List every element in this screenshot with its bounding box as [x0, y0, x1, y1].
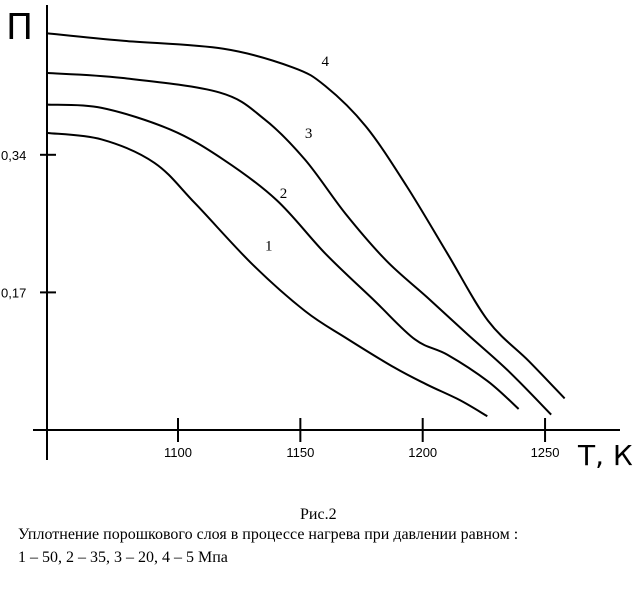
x-tick-label: 1250	[531, 445, 560, 460]
y-tick-label: 0,17	[1, 285, 26, 300]
x-tick-label: 1200	[408, 445, 437, 460]
figure-caption-line2: 1 – 50, 2 – 35, 3 – 20, 4 – 5 Мпа	[18, 549, 228, 566]
x-tick-label: 1100	[164, 445, 192, 460]
series-label-3: 3	[305, 126, 313, 142]
chart: П Т, К 1100 1150 1200 1250 0,17 0,34 1 2 3 4	[1, 5, 633, 470]
y-axis-title: П	[6, 7, 33, 48]
x-axis-title: Т, К	[577, 439, 633, 470]
series-line-2	[47, 103, 520, 410]
series-line-3	[47, 72, 552, 416]
y-tick-label: 0,34	[1, 148, 26, 163]
x-tick-label: 1150	[286, 445, 314, 460]
figure-number: Рис.2	[300, 506, 337, 523]
series-label-2: 2	[280, 186, 288, 202]
series-line-1	[47, 131, 488, 418]
series-line-4	[47, 32, 566, 400]
figure-caption-line1: Уплотнение порошкового слоя в процессе н…	[18, 526, 519, 543]
series-label-4: 4	[322, 54, 330, 70]
series-label-1: 1	[265, 238, 273, 254]
